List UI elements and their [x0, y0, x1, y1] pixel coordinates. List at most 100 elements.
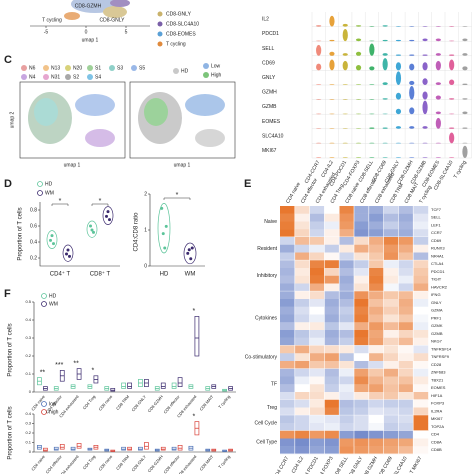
- heat-cell: [413, 221, 429, 230]
- violin: [422, 91, 428, 100]
- heat-cell: [324, 330, 340, 338]
- violin: [395, 26, 402, 27]
- legend-label: S3: [117, 65, 123, 71]
- significance: **: [40, 369, 46, 376]
- x-tick-label: CD4 Treg: [82, 454, 97, 470]
- heat-cell: [368, 361, 384, 369]
- heat-cell: [368, 446, 384, 455]
- violin: [329, 15, 335, 27]
- heat-cell: [368, 260, 384, 269]
- gene-label: PRF1: [431, 315, 442, 320]
- legend-dot: [43, 74, 49, 80]
- heat-cell: [398, 407, 414, 416]
- violin: [395, 108, 402, 115]
- heat-cell: [294, 392, 310, 400]
- sig-bracket: [163, 197, 191, 200]
- gene-label: IL2RA: [431, 408, 442, 413]
- violin: [395, 71, 402, 85]
- heat-cell: [383, 237, 399, 245]
- violin: [316, 25, 322, 27]
- heat-cell: [339, 415, 355, 424]
- heat-cell: [309, 229, 325, 238]
- heat-cell: [294, 345, 310, 354]
- heat-cell: [398, 229, 414, 238]
- box: [160, 446, 166, 451]
- heat-cell: [339, 423, 355, 431]
- legend-dot: [37, 190, 43, 196]
- heat-cell: [309, 345, 325, 354]
- heat-cell: [324, 291, 340, 300]
- row-group-label: TF: [271, 382, 277, 388]
- violin: [395, 142, 402, 144]
- heat-cell: [309, 330, 325, 338]
- point: [66, 248, 70, 252]
- heat-cell: [398, 283, 414, 292]
- point: [89, 224, 92, 228]
- y-tick-label: 0: [29, 449, 32, 454]
- heat-cell: [398, 299, 414, 307]
- heat-cell: [413, 446, 429, 455]
- box: [43, 447, 48, 452]
- gene-label: GZMB: [431, 331, 443, 336]
- violin: [382, 157, 388, 158]
- heat-cell: [368, 314, 384, 323]
- heat-cell: [339, 221, 355, 230]
- violin: [395, 39, 402, 42]
- significance: *: [193, 413, 196, 420]
- panel-label: D: [4, 178, 12, 190]
- heat-cell: [413, 244, 429, 253]
- violin: [395, 126, 402, 129]
- row-group-label: Cytokines: [255, 316, 277, 322]
- heat-cell: [324, 237, 340, 245]
- heat-cell: [368, 368, 384, 377]
- heat-cell: [413, 213, 429, 222]
- x-tick-label: CD8⁺ T: [90, 271, 111, 278]
- heat-cell: [383, 299, 399, 307]
- violin: [369, 142, 375, 144]
- heat-cell: [368, 291, 384, 300]
- heat-cell: [339, 430, 355, 439]
- heat-cell: [294, 213, 310, 222]
- legend-label: CD8-SLC4A10: [166, 21, 199, 27]
- gene-label: CD8A: [431, 439, 442, 444]
- heat-cell: [280, 314, 295, 323]
- heat-cell: [339, 438, 355, 447]
- heat-cell: [309, 423, 325, 431]
- gene-label: GZMB: [262, 104, 277, 110]
- gene-label: NKG7: [431, 339, 443, 344]
- box: [70, 446, 76, 451]
- x-tick-label: CD8 naive: [97, 454, 113, 472]
- heat-cell: [324, 376, 340, 385]
- gene-label: CD28: [431, 362, 442, 367]
- heat-cell: [280, 384, 295, 393]
- violin: [449, 157, 455, 158]
- heat-cell: [309, 384, 325, 393]
- heat-cell: [324, 221, 340, 230]
- heat-cell: [280, 221, 295, 230]
- violin: [316, 157, 322, 158]
- violin: [355, 38, 362, 42]
- heat-cell: [339, 407, 355, 416]
- heat-cell: [383, 384, 399, 393]
- violin: [422, 78, 428, 85]
- heat-cell: [368, 337, 384, 346]
- legend-dot: [65, 74, 71, 80]
- gene-label: TCF7: [431, 207, 442, 212]
- violin: [462, 145, 468, 159]
- heat-cell: [324, 260, 340, 269]
- x-tick-label: CD4 naive: [30, 394, 46, 412]
- violin: [409, 80, 415, 85]
- violin: [316, 63, 322, 71]
- legend-dot: [21, 65, 27, 71]
- heat-cell: [309, 291, 325, 300]
- column-label: CD4 CCR7: [273, 455, 291, 474]
- heat-cell: [309, 221, 325, 230]
- heat-cell: [280, 415, 295, 424]
- violin: [342, 84, 348, 85]
- heat-cell: [324, 438, 340, 447]
- legend-label: N4: [29, 74, 36, 80]
- heat-cell: [368, 322, 384, 331]
- violin: [422, 100, 428, 115]
- heat-cell: [413, 361, 429, 369]
- row-group-label: Resident: [257, 246, 277, 252]
